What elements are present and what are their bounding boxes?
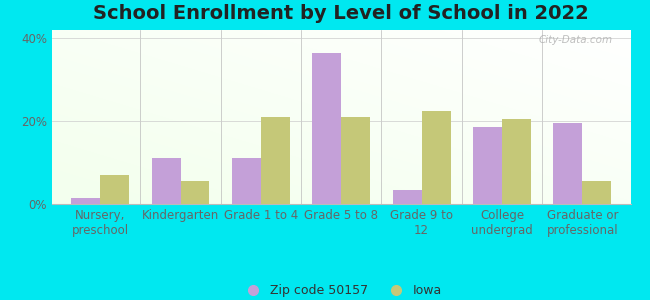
Bar [261,117,290,204]
Bar [72,198,100,204]
Title: School Enrollment by Level of School in 2022: School Enrollment by Level of School in … [94,4,589,23]
Bar [312,53,341,204]
Bar [100,175,129,204]
Bar [553,123,582,204]
Bar [473,128,502,204]
Bar [232,158,261,204]
Bar [582,181,611,204]
Bar [341,117,370,204]
Text: City-Data.com: City-Data.com [539,35,613,45]
Bar [422,111,450,204]
Bar [151,158,181,204]
Bar [502,119,531,204]
Legend: Zip code 50157, Iowa: Zip code 50157, Iowa [235,279,447,300]
Bar [181,181,209,204]
Bar [393,190,422,204]
